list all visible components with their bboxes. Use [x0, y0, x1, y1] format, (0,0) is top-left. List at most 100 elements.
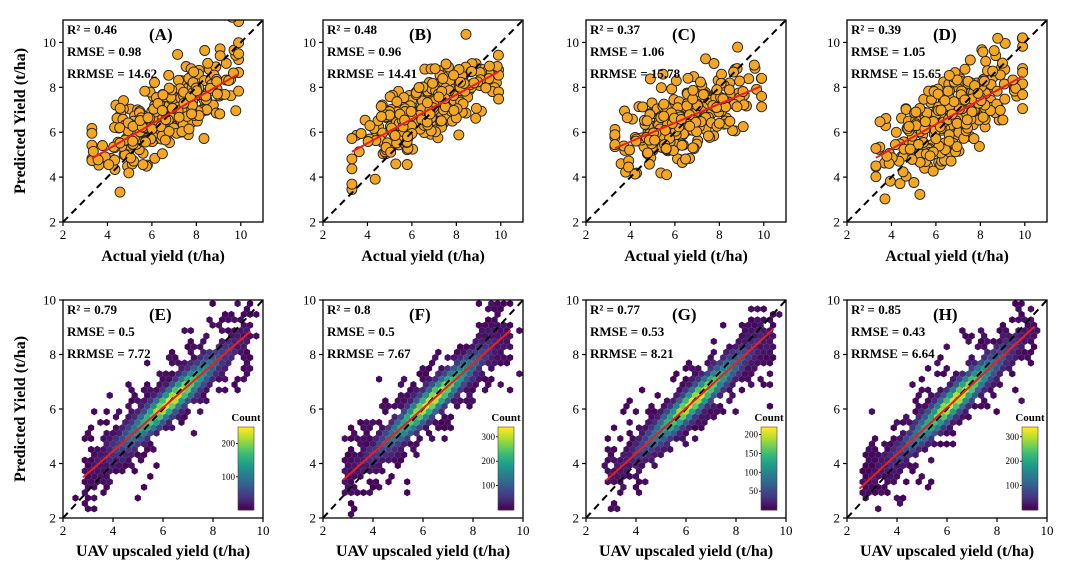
hexbin-cell: [422, 424, 429, 432]
data-point: [188, 66, 200, 78]
colorbar-step: [1022, 431, 1038, 434]
hexbin-cell: [447, 391, 454, 399]
data-point: [389, 130, 401, 141]
data-point: [433, 91, 445, 103]
colorbar-step: [1022, 493, 1038, 496]
hexbin-cell: [503, 359, 511, 367]
hexbin-cell: [1006, 332, 1013, 340]
hexbin-cell: [397, 391, 405, 399]
hexbin-cell: [1015, 305, 1022, 313]
hexbin-cell: [140, 451, 148, 459]
colorbar-step: [498, 505, 514, 509]
y-tick-label: 10: [303, 35, 316, 50]
hexbin-cell: [893, 462, 900, 470]
hexbin-cell: [357, 451, 364, 459]
hexbin-cell: [494, 354, 501, 362]
x-tick-label: 10: [1018, 227, 1031, 242]
hexbin-cell: [906, 429, 913, 437]
hexbin-cell: [394, 397, 401, 405]
data-point: [637, 101, 649, 113]
hexbin-cell: [150, 424, 157, 432]
hexbin-cell: [871, 456, 879, 464]
hexbin-cell: [871, 445, 879, 453]
hexbin-cell: [178, 364, 185, 372]
hexbin-cell: [81, 467, 88, 475]
hexbin-cell: [648, 402, 655, 410]
hexbin-cell: [410, 445, 417, 453]
hexbin-cell: [766, 359, 774, 367]
data-point: [642, 147, 654, 159]
colorbar-step: [498, 466, 514, 469]
y-tick-label: 8: [310, 347, 317, 362]
hexbin-cell: [391, 413, 398, 421]
hexbin-cell: [125, 445, 132, 453]
hexbin-cell: [859, 489, 866, 497]
hexbin-cell: [193, 391, 201, 399]
data-point: [964, 54, 976, 66]
data-point: [123, 167, 135, 179]
hexbin-cell: [497, 348, 504, 356]
stat-label: RRMSE = 15.65: [851, 66, 942, 81]
hexbin-cell: [128, 397, 135, 405]
hexbin-cell: [673, 391, 680, 399]
data-point: [609, 129, 621, 141]
data-point: [708, 58, 720, 69]
hexbin-cell: [407, 386, 414, 394]
hexbin-cell: [341, 435, 348, 443]
colorbar-frame: [1021, 426, 1039, 511]
hexbin-cell: [692, 381, 699, 389]
data-point: [927, 165, 939, 177]
colorbar-step: [1022, 499, 1038, 503]
data-point: [440, 58, 452, 70]
hexbin-cell: [949, 429, 957, 437]
hexbin-cell: [924, 483, 932, 491]
hexbin-cell: [651, 418, 658, 426]
data-point: [1017, 66, 1029, 78]
data-point: [999, 37, 1011, 49]
hexbin-cell: [156, 370, 163, 378]
colorbar-step: [761, 495, 777, 498]
data-point: [910, 106, 922, 118]
hexbin-cell: [354, 435, 361, 443]
x-tick-label: 10: [780, 523, 793, 538]
data-point: [493, 93, 505, 105]
data-point: [421, 97, 433, 109]
hexbin-cell: [993, 408, 1000, 416]
hexbin-cell: [887, 472, 894, 480]
x-tick-label: 4: [627, 227, 634, 242]
x-tick-label: 10: [257, 523, 270, 538]
stat-label: RMSE = 0.96: [327, 44, 402, 59]
colorbar-step: [761, 480, 777, 484]
stat-label: RMSE = 0.5: [67, 324, 135, 339]
hexbin-cell: [363, 429, 370, 437]
x-tick-label: 6: [672, 227, 679, 242]
hexbin-cell: [701, 418, 708, 426]
hexbin-cell: [682, 375, 689, 383]
hexbin-cell: [1018, 354, 1025, 362]
x-tick-label: 6: [149, 227, 156, 242]
hexbin-cell: [206, 348, 213, 356]
data-point: [1017, 89, 1029, 100]
plot-area: [586, 20, 786, 222]
hexbin-cell: [137, 413, 145, 421]
hexbin-cell: [460, 381, 467, 389]
data-point: [870, 142, 882, 154]
data-point: [748, 59, 760, 71]
data-point: [375, 111, 387, 122]
hexbin-cell: [965, 370, 972, 378]
hexbin-cell: [116, 462, 123, 470]
hexbin-cell: [400, 397, 408, 405]
x-tick-label: 6: [683, 523, 690, 538]
hexbin-cell: [996, 370, 1003, 378]
hexbin-cell: [360, 435, 367, 443]
data-point: [157, 89, 169, 101]
colorbar-step: [238, 505, 254, 509]
hexbin-cell: [956, 408, 963, 416]
hexbin-cell: [710, 359, 717, 367]
colorbar-step: [1022, 472, 1038, 476]
hexbin-cell: [735, 370, 742, 378]
hexbin-cell: [949, 408, 957, 416]
hexbin-cell: [745, 364, 752, 372]
hexbin-cell: [144, 435, 151, 443]
data-point: [977, 46, 989, 58]
